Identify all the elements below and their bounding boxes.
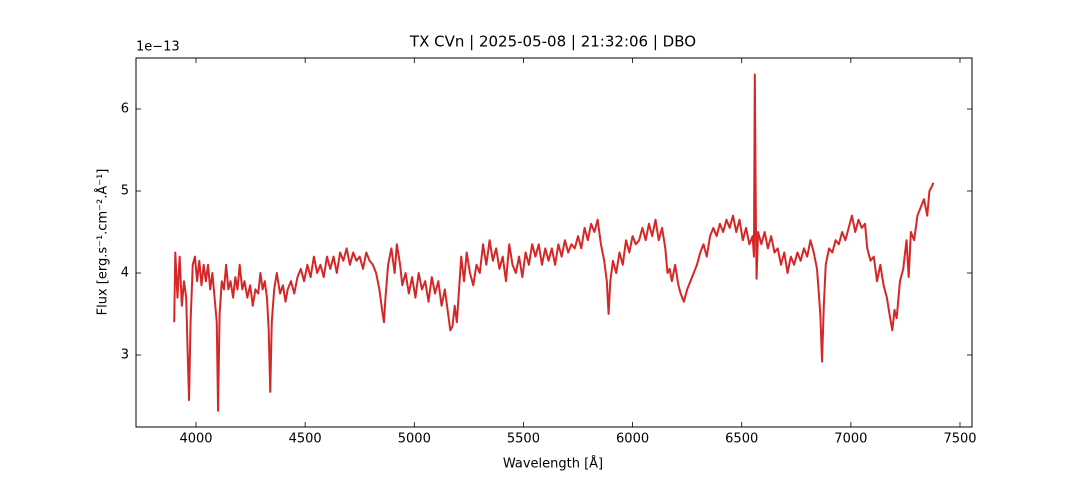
x-tick-label: 5000 bbox=[398, 432, 431, 447]
x-tick-label: 7500 bbox=[943, 432, 976, 447]
chart-title: TX CVn | 2025-05-08 | 21:32:06 | DBO bbox=[409, 33, 696, 51]
x-tick-label: 7000 bbox=[834, 432, 867, 447]
spectrum-line bbox=[173, 73, 935, 412]
plot-frame bbox=[135, 57, 973, 428]
y-tick-label: 3 bbox=[121, 348, 129, 363]
x-tick-label: 6000 bbox=[616, 432, 649, 447]
x-tick-label: 6500 bbox=[725, 432, 758, 447]
x-tick-label: 5500 bbox=[507, 432, 540, 447]
y-tick-label: 5 bbox=[121, 184, 129, 199]
x-tick-label: 4500 bbox=[289, 432, 322, 447]
y-tick-label: 6 bbox=[121, 102, 129, 117]
y-offset-label: 1e−13 bbox=[136, 40, 180, 55]
x-tick-label: 4000 bbox=[179, 432, 212, 447]
y-tick-label: 4 bbox=[121, 266, 129, 281]
y-axis-label: Flux [erg.s⁻¹.cm⁻².Å⁻¹] bbox=[95, 169, 111, 316]
x-axis-label: Wavelength [Å] bbox=[503, 456, 603, 472]
